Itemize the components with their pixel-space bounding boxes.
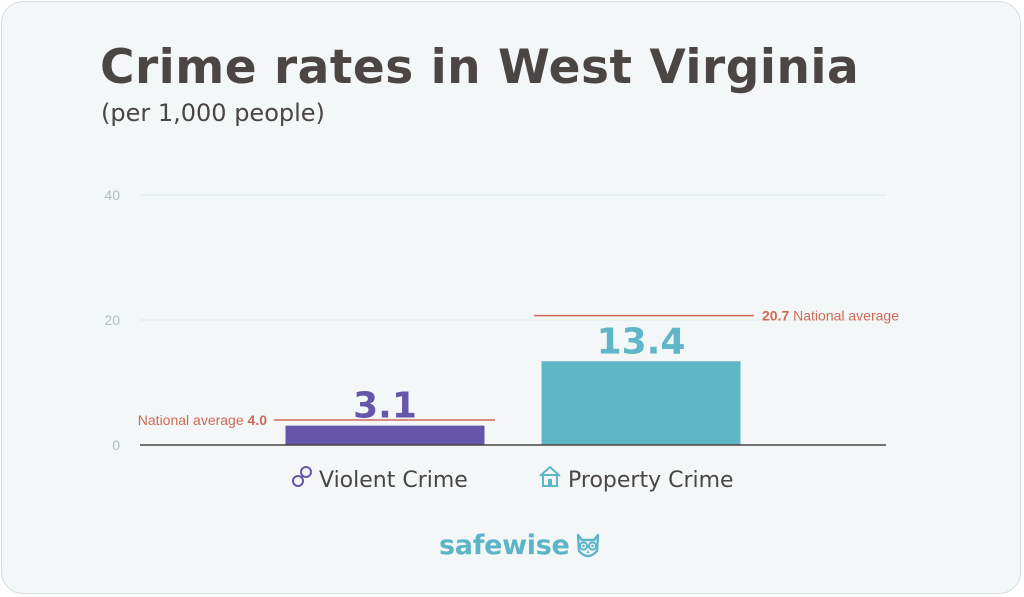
chart-subtitle: (per 1,000 people) xyxy=(101,99,325,127)
value-label: 13.4 xyxy=(597,321,686,362)
handcuffs-icon xyxy=(292,466,312,487)
y-tick-label: 40 xyxy=(104,187,120,203)
owl-icon xyxy=(576,533,599,557)
bar-violent-crime xyxy=(285,425,485,445)
bar-property-crime xyxy=(541,361,741,445)
category-label: Property Crime xyxy=(568,468,734,493)
y-tick-label: 20 xyxy=(104,312,120,328)
national-average-label: National average 4.0 xyxy=(138,412,267,428)
category-label: Violent Crime xyxy=(319,468,468,493)
y-tick-label: 0 xyxy=(112,437,120,453)
national-average-label: 20.7 National average xyxy=(762,308,899,324)
chart-title: Crime rates in West Virginia xyxy=(100,40,860,95)
safewise-logo: safewise xyxy=(439,530,601,561)
brand-name: safewise xyxy=(439,530,570,561)
house-icon xyxy=(539,466,561,487)
